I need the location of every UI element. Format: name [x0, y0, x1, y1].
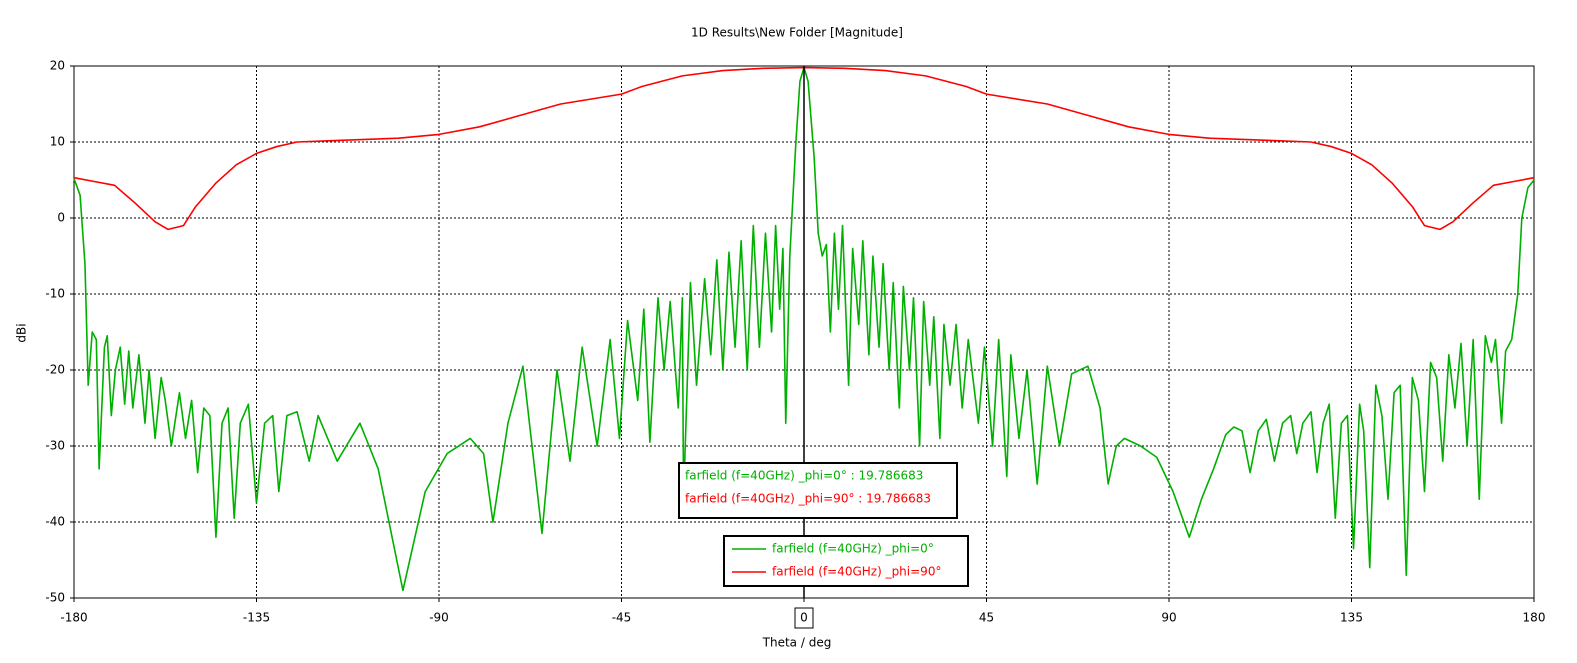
x-tick-label: -90 — [429, 611, 449, 625]
y-tick-label: 20 — [50, 59, 65, 73]
x-tick-label: -180 — [60, 611, 87, 625]
y-tick-label: -50 — [45, 591, 65, 605]
x-tick-label: -45 — [612, 611, 632, 625]
annotation: farfield (f=40GHz) _phi=0° : 19.786683 — [685, 469, 923, 483]
y-tick-label: -40 — [45, 515, 65, 529]
legend-label: farfield (f=40GHz) _phi=90° — [772, 565, 941, 579]
x-tick-label: 0 — [800, 611, 808, 625]
x-tick-label: 180 — [1523, 611, 1546, 625]
y-tick-label: -20 — [45, 363, 65, 377]
x-tick-label: 135 — [1340, 611, 1363, 625]
y-axis-label: dBi — [15, 323, 29, 342]
y-tick-label: -30 — [45, 439, 65, 453]
marker-box — [794, 607, 814, 629]
y-tick-label: 0 — [57, 211, 65, 225]
chart-title: 1D Results\New Folder [Magnitude] — [691, 26, 903, 40]
legend-box — [723, 535, 969, 587]
annotation: farfield (f=40GHz) _phi=90° : 19.786683 — [685, 492, 931, 506]
x-tick-label: 90 — [1161, 611, 1176, 625]
y-tick-label: -10 — [45, 287, 65, 301]
x-tick-label: 45 — [979, 611, 994, 625]
y-tick-label: 10 — [50, 135, 65, 149]
series-line — [73, 66, 1535, 592]
legend-label: farfield (f=40GHz) _phi=0° — [772, 542, 934, 556]
x-tick-label: -135 — [243, 611, 270, 625]
annotation-box — [678, 462, 958, 519]
x-axis-label: Theta / deg — [762, 636, 832, 650]
